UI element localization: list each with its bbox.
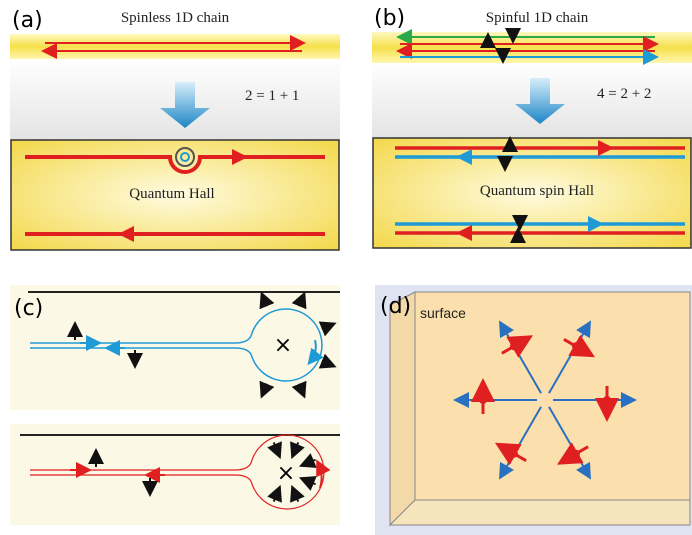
panel-label: (d) — [380, 294, 411, 319]
shape — [10, 285, 340, 525]
spin-dot — [572, 342, 580, 350]
shape — [390, 500, 690, 525]
caption: Quantum spin Hall — [480, 183, 594, 199]
equation: 2 = 1 + 1 — [245, 88, 299, 104]
page: (a) Spinless 1D chain 2 = 1 + 1 Quantum … — [0, 0, 692, 535]
panel-title: Spinful 1D chain — [486, 10, 589, 26]
panel-b: (b) Spinful 1D chain 4 = 2 + 2 Quantum s… — [372, 6, 692, 248]
panel-d: (d) surface — [375, 285, 692, 535]
spin-dot — [510, 342, 518, 350]
panel-title: Spinless 1D chain — [121, 10, 230, 26]
shape — [415, 292, 690, 500]
shape — [10, 34, 340, 59]
panel-label: (a) — [12, 8, 43, 33]
shape — [10, 410, 340, 424]
spin-dot — [510, 450, 518, 458]
spin-dot — [603, 396, 611, 404]
figure: (a) Spinless 1D chain 2 = 1 + 1 Quantum … — [0, 0, 692, 535]
surface-label: surface — [420, 305, 466, 321]
panel-label: (c) — [14, 296, 43, 321]
caption: Quantum Hall — [129, 186, 214, 202]
panel-a: (a) Spinless 1D chain 2 = 1 + 1 Quantum … — [10, 8, 340, 250]
shape: × — [277, 461, 295, 486]
equation: 4 = 2 + 2 — [597, 86, 651, 102]
panel-c: × × (c) — [10, 285, 340, 525]
panel-label: (b) — [374, 6, 405, 31]
spin-dot — [572, 450, 580, 458]
spin-dot — [479, 396, 487, 404]
shape: × — [274, 333, 292, 358]
shape — [390, 292, 415, 525]
